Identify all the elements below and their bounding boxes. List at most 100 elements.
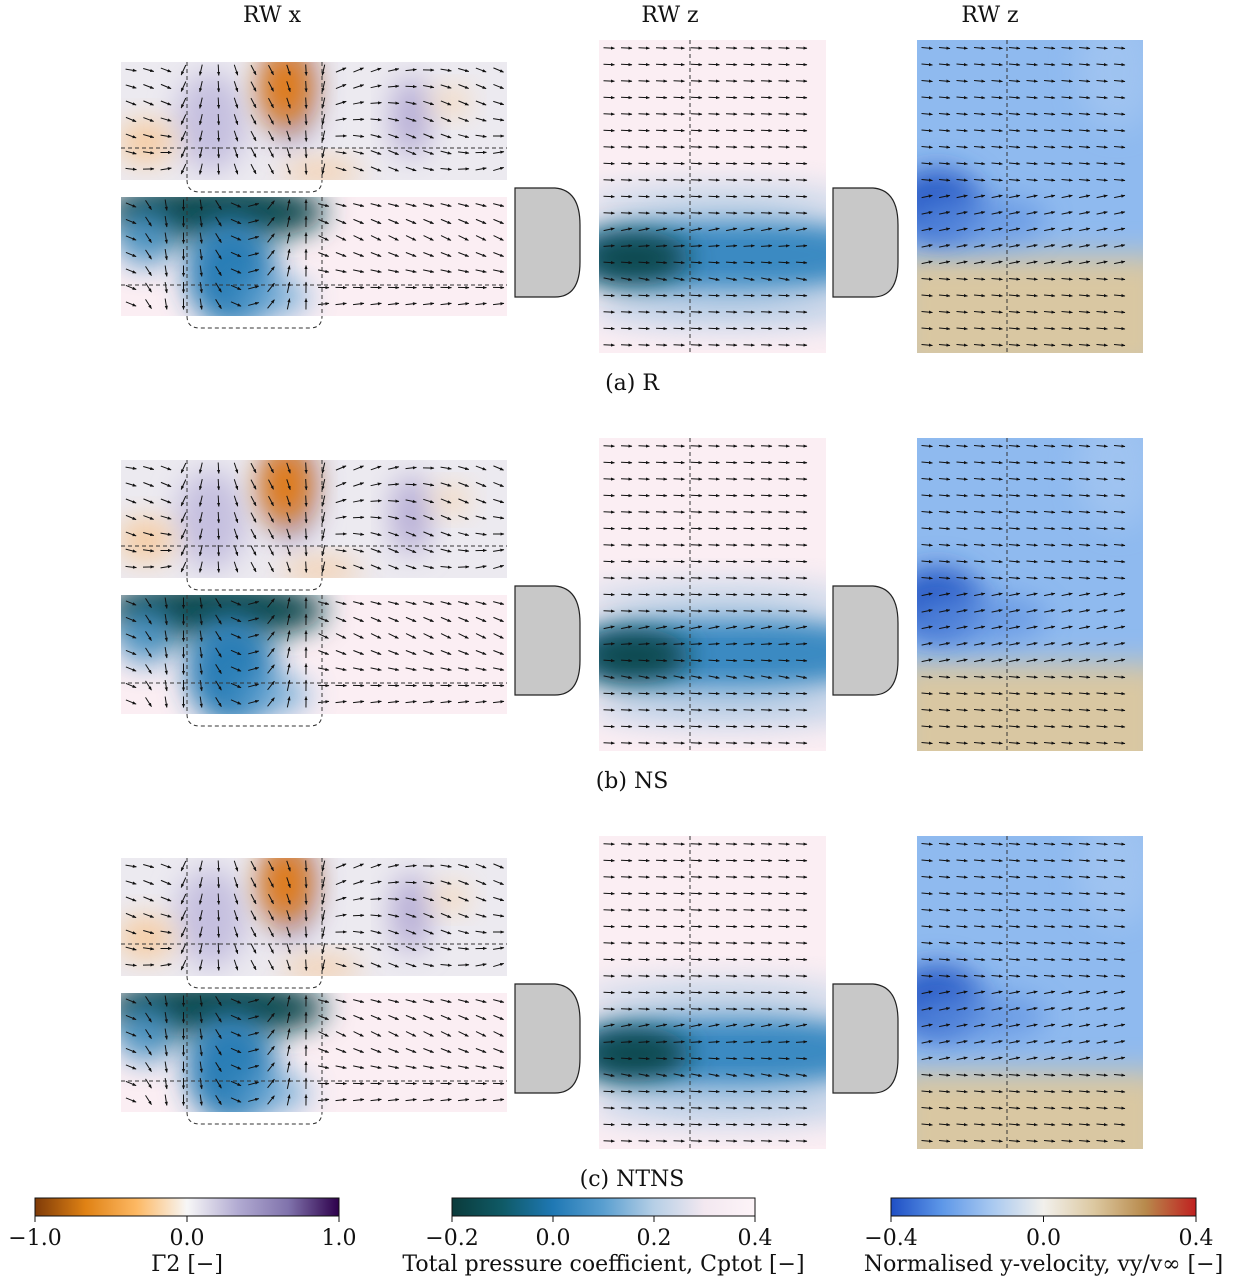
velocity-arrow [674, 81, 685, 82]
velocity-arrow [621, 163, 632, 164]
field-region [260, 47, 312, 127]
velocity-arrow [691, 976, 702, 977]
colorbar-tick-label: 0.2 [637, 1226, 672, 1251]
velocity-arrow [604, 594, 615, 595]
velocity-arrow [744, 743, 755, 744]
velocity-arrow [709, 594, 720, 595]
column-header: RW z [961, 3, 1018, 28]
velocity-arrow [796, 196, 807, 197]
velocity-arrow [761, 147, 772, 148]
velocity-arrow [218, 529, 219, 540]
velocity-arrow [674, 528, 685, 529]
velocity-arrow [744, 561, 755, 562]
velocity-arrow [761, 1108, 772, 1109]
velocity-arrow [779, 578, 790, 579]
velocity-arrow [761, 97, 772, 98]
velocity-arrow [306, 943, 307, 954]
velocity-arrow [639, 479, 650, 480]
velocity-arrow [796, 844, 807, 845]
velocity-arrow [761, 512, 772, 513]
velocity-arrow [796, 561, 807, 562]
velocity-arrow [709, 561, 720, 562]
velocity-arrow [674, 48, 685, 49]
velocity-arrow [621, 1141, 632, 1142]
velocity-arrow [726, 528, 737, 529]
velocity-arrow [761, 1141, 772, 1142]
velocity-arrow [691, 462, 702, 463]
velocity-arrow [218, 861, 219, 872]
velocity-arrow [656, 1009, 667, 1010]
field-region [1077, 408, 1157, 528]
velocity-arrow [726, 1091, 737, 1092]
velocity-arrow [639, 262, 650, 263]
velocity-arrow [726, 328, 737, 329]
velocity-arrow [674, 976, 685, 977]
velocity-arrow [639, 726, 650, 727]
velocity-arrow [621, 1058, 632, 1059]
velocity-arrow [674, 1124, 685, 1125]
panel-caption: (c) NTNS [580, 1167, 685, 1192]
velocity-arrow [604, 844, 615, 845]
velocity-arrow [761, 693, 772, 694]
velocity-arrow [779, 1124, 790, 1125]
field-panel [892, 10, 1167, 375]
colorbar [891, 1198, 1196, 1216]
velocity-arrow [218, 943, 219, 954]
velocity-arrow [621, 561, 632, 562]
velocity-arrow [656, 926, 667, 927]
velocity-arrow [639, 81, 650, 82]
velocity-arrow [691, 479, 702, 480]
velocity-arrow [656, 97, 667, 98]
velocity-arrow [639, 345, 650, 346]
velocity-arrow [709, 959, 720, 960]
velocity-arrow [674, 312, 685, 313]
velocity-arrow [796, 545, 807, 546]
velocity-arrow [709, 345, 720, 346]
velocity-arrow [674, 893, 685, 894]
field-region [281, 558, 361, 582]
velocity-arrow [639, 992, 650, 993]
velocity-arrow [674, 943, 685, 944]
velocity-arrow [744, 976, 755, 977]
velocity-arrow [744, 992, 755, 993]
colorbar-tick-label: 1.0 [322, 1226, 357, 1251]
velocity-arrow [709, 163, 720, 164]
velocity-arrow [779, 312, 790, 313]
velocity-arrow [761, 926, 772, 927]
velocity-arrow [691, 196, 702, 197]
velocity-arrow [796, 1091, 807, 1092]
velocity-arrow [621, 893, 632, 894]
velocity-arrow [674, 114, 685, 115]
velocity-arrow [744, 611, 755, 612]
velocity-arrow [709, 943, 720, 944]
velocity-arrow [639, 611, 650, 612]
velocity-arrow [639, 213, 650, 214]
field-region [118, 518, 174, 562]
velocity-arrow [218, 463, 219, 474]
velocity-arrow [761, 992, 772, 993]
field-region [281, 956, 361, 980]
velocity-arrow [604, 64, 615, 65]
velocity-arrow [744, 1124, 755, 1125]
velocity-arrow [306, 131, 307, 142]
velocity-arrow [779, 97, 790, 98]
velocity-arrow [691, 262, 702, 263]
velocity-arrow [306, 496, 307, 507]
velocity-arrow [779, 844, 790, 845]
velocity-arrow [306, 910, 307, 921]
velocity-arrow [709, 1141, 720, 1142]
velocity-arrow [621, 726, 632, 727]
velocity-arrow [639, 512, 650, 513]
velocity-arrow [726, 561, 737, 562]
velocity-arrow [744, 64, 755, 65]
velocity-arrow [779, 1091, 790, 1092]
panel-caption: (a) R [605, 371, 660, 396]
velocity-arrow [744, 147, 755, 148]
vehicle-body [515, 188, 580, 297]
velocity-arrow [604, 1058, 615, 1059]
field-region [391, 873, 431, 953]
velocity-arrow [726, 147, 737, 148]
velocity-arrow [674, 561, 685, 562]
velocity-arrow [796, 462, 807, 463]
velocity-arrow [796, 97, 807, 98]
